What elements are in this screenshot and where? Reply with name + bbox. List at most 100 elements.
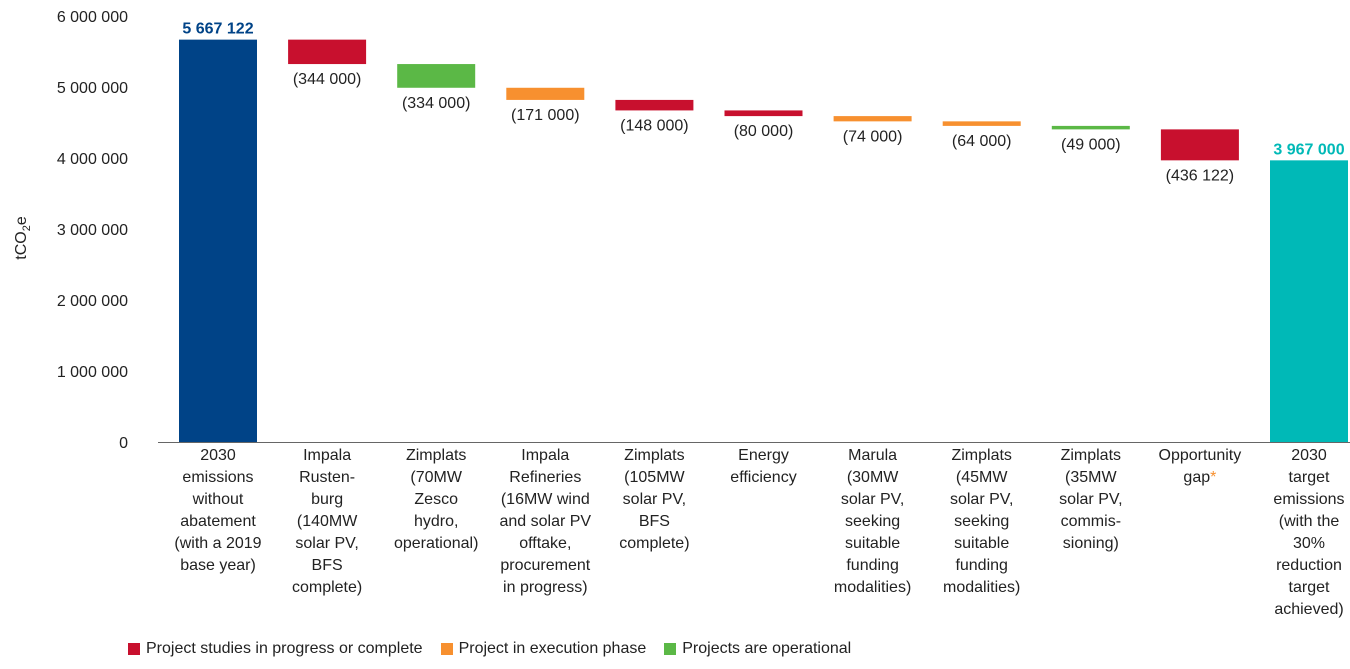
y-axis: 0 1 000 000 2 000 000 3 000 000 4 000 000 5 0…: [57, 9, 128, 452]
category-label-line: (35MW: [1065, 469, 1117, 486]
data-label: (436 122): [1166, 167, 1235, 184]
data-label: (171 000): [511, 107, 580, 124]
category-label-line: solar PV,: [841, 491, 904, 508]
category-label-line: Zimplats: [951, 447, 1011, 464]
bar-10: [1270, 160, 1348, 442]
category-label-line: Marula: [848, 447, 897, 464]
category-label-line: (70MW: [410, 469, 462, 486]
category-label-line: base year): [180, 557, 256, 574]
category-label-line: funding: [955, 557, 1008, 574]
y-tick-label: 4 000 000: [57, 151, 128, 168]
y-tick-label: 3 000 000: [57, 222, 128, 239]
category-label-line: (30MW: [847, 469, 899, 486]
data-label: (334 000): [402, 95, 471, 112]
category-label-line: (with the: [1279, 513, 1340, 530]
y-tick-label: 6 000 000: [57, 9, 128, 26]
category-label-line: hydro,: [414, 513, 458, 530]
category-label-line: 30%: [1293, 535, 1325, 552]
category-label-line: solar PV,: [1059, 491, 1122, 508]
bar-3: [506, 87, 585, 100]
y-tick-label: 0: [119, 435, 128, 452]
category-label-line: modalities): [943, 579, 1020, 596]
category-label-line: target: [1289, 469, 1330, 486]
bar-9: [1160, 129, 1239, 161]
data-labels: 5 667 122 (344 000) (334 000) (171 000) (148…: [182, 21, 1344, 185]
category-label-line: procurement: [500, 557, 590, 574]
bar-4: [615, 99, 694, 111]
category-label-line: and solar PV: [499, 513, 591, 530]
category-label-line: Rusten-: [299, 469, 355, 486]
bars: [179, 39, 1348, 442]
category-label-line: without: [192, 491, 244, 508]
category-label-line: BFS: [312, 557, 343, 574]
legend: Project studies in progress or complete P…: [128, 640, 851, 658]
category-label-line: 2030: [200, 447, 236, 464]
legend-label: Project studies in progress or complete: [146, 640, 423, 657]
category-label-line: offtake,: [519, 535, 571, 552]
data-label: (49 000): [1061, 136, 1121, 153]
data-label: (148 000): [620, 117, 689, 134]
bar-0: [179, 39, 257, 442]
category-labels: 2030 emissions without abatement (with a 201…: [174, 447, 1344, 618]
category-label-line: emissions: [1273, 491, 1344, 508]
bar-6: [833, 116, 912, 122]
data-label: (344 000): [293, 71, 362, 88]
category-label-line: solar PV,: [950, 491, 1013, 508]
legend-item: Project in execution phase: [440, 640, 647, 658]
category-label-line: Zimplats: [1061, 447, 1121, 464]
category-label-line: Impala: [303, 447, 351, 464]
category-label-line: burg: [311, 491, 343, 508]
legend-swatch: [440, 643, 453, 655]
category-label-line: operational): [394, 535, 479, 552]
category-label-line: seeking: [845, 513, 900, 530]
category-label-line: efficiency: [730, 469, 796, 486]
y-tick-label: 1 000 000: [57, 364, 128, 381]
y-axis-label: tCO2e: [13, 216, 33, 260]
category-label-line: gap*: [1183, 469, 1216, 486]
category-label-line: in progress): [503, 579, 587, 596]
data-label: 3 967 000: [1273, 141, 1344, 158]
category-label-line: suitable: [845, 535, 900, 552]
category-label-line: complete): [292, 579, 362, 596]
y-tick-label: 2 000 000: [57, 293, 128, 310]
category-label-line: commis-: [1061, 513, 1121, 530]
category-label-line: modalities): [834, 579, 911, 596]
category-label-line: Refineries: [509, 469, 581, 486]
legend-item: Projects are operational: [664, 640, 851, 658]
data-label: (80 000): [734, 123, 794, 140]
category-label-line: Impala: [521, 447, 569, 464]
legend-label: Projects are operational: [682, 640, 852, 657]
category-label-line: abatement: [180, 513, 256, 530]
category-label-line: solar PV,: [623, 491, 686, 508]
category-label-line: (140MW: [297, 513, 358, 530]
category-label-line: Zesco: [414, 491, 458, 508]
category-label-line: suitable: [954, 535, 1009, 552]
category-label-line: reduction: [1276, 557, 1342, 574]
category-label-line: 2030: [1291, 447, 1327, 464]
legend-item: Project studies in progress or complete: [128, 640, 423, 658]
bar-8: [1051, 125, 1130, 130]
category-label-line: seeking: [954, 513, 1009, 530]
data-label: (74 000): [843, 128, 903, 145]
data-label: 5 667 122: [182, 21, 253, 38]
legend-swatch: [128, 643, 140, 655]
category-label-line: emissions: [182, 469, 253, 486]
bar-7: [942, 121, 1021, 126]
category-label-line: (45MW: [956, 469, 1008, 486]
category-label-line: target: [1289, 579, 1330, 596]
category-label-line: (16MW wind: [501, 491, 590, 508]
category-label-line: (with a 2019: [174, 535, 261, 552]
category-label-line: Energy: [738, 447, 789, 464]
category-label-line: complete): [619, 535, 689, 552]
category-label-line: funding: [846, 557, 899, 574]
category-label-line: sioning): [1063, 535, 1119, 552]
legend-swatch: [664, 643, 677, 655]
bar-2: [397, 64, 476, 88]
legend-label: Project in execution phase: [458, 640, 647, 657]
category-label-line: Zimplats: [406, 447, 466, 464]
data-label: (64 000): [952, 133, 1012, 150]
category-label-line: Opportunity: [1159, 447, 1242, 464]
y-tick-label: 5 000 000: [57, 80, 128, 97]
category-label-line: (105MW: [624, 469, 685, 486]
